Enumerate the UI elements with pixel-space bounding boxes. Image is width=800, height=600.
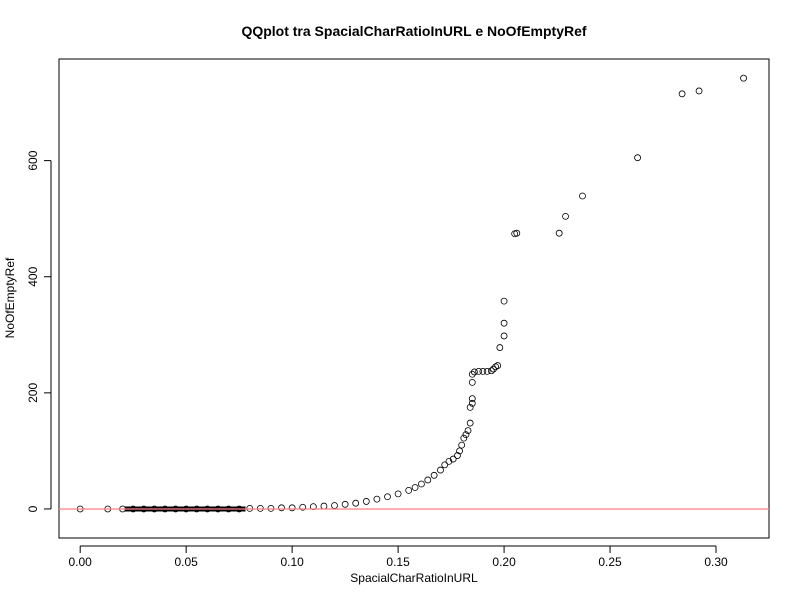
data-point xyxy=(468,378,476,386)
data-point xyxy=(418,480,425,488)
data-point xyxy=(278,504,285,512)
data-point xyxy=(513,229,521,237)
data-point xyxy=(555,229,563,237)
chart-title: QQplot tra SpacialCharRatioInURL e NoOfE… xyxy=(241,23,586,39)
x-tick-label: 0.10 xyxy=(280,555,304,569)
data-point xyxy=(487,367,495,375)
data-point xyxy=(373,495,381,503)
data-point xyxy=(362,498,370,505)
data-point xyxy=(494,362,502,369)
data-point xyxy=(468,395,476,403)
data-point xyxy=(740,74,747,82)
plot-frame xyxy=(58,58,770,539)
data-point xyxy=(299,503,307,511)
x-tick-label: 0.30 xyxy=(704,555,728,569)
data-point xyxy=(695,87,703,95)
data-point xyxy=(411,484,419,491)
data-point xyxy=(460,434,468,442)
data-point xyxy=(468,370,476,378)
data-point xyxy=(394,490,402,498)
data-point xyxy=(454,452,461,459)
x-tick-label: 0.20 xyxy=(492,555,516,569)
data-point xyxy=(441,461,449,469)
x-axis: 0.00 0.05 0.10 0.15 0.20 0.25 0.30 xyxy=(69,545,728,569)
data-point xyxy=(462,431,470,439)
data-point xyxy=(500,332,508,340)
data-point xyxy=(331,502,338,509)
y-tick-label: 200 xyxy=(26,383,40,403)
data-point xyxy=(483,367,491,375)
y-tick-label: 400 xyxy=(26,266,40,286)
data-point xyxy=(445,457,453,465)
data-point xyxy=(562,212,569,220)
data-point xyxy=(424,476,432,484)
data-points xyxy=(76,74,747,513)
data-point xyxy=(341,500,349,508)
y-axis: 0 200 400 600 xyxy=(26,150,52,512)
data-point xyxy=(479,367,487,375)
data-point xyxy=(475,367,483,375)
data-point xyxy=(449,455,457,463)
x-tick-label: 0.00 xyxy=(69,555,93,569)
data-point xyxy=(466,403,474,411)
data-point xyxy=(309,503,317,511)
data-point xyxy=(458,441,466,449)
x-tick-label: 0.15 xyxy=(386,555,410,569)
data-point xyxy=(288,504,296,512)
data-point xyxy=(500,297,508,305)
data-point xyxy=(320,502,328,510)
data-point xyxy=(678,90,686,98)
data-point xyxy=(634,154,641,162)
data-point xyxy=(464,427,472,434)
data-point xyxy=(500,319,508,327)
data-point xyxy=(384,493,391,501)
y-axis-label: NoOfEmptyRef xyxy=(3,257,17,338)
data-point xyxy=(466,419,474,427)
data-point xyxy=(352,499,360,507)
x-tick-label: 0.25 xyxy=(598,555,622,569)
y-tick-label: 600 xyxy=(26,150,40,170)
data-point xyxy=(437,466,444,474)
data-point xyxy=(471,368,478,376)
data-point xyxy=(490,365,497,373)
data-point xyxy=(579,192,586,200)
data-point xyxy=(430,471,438,479)
data-point xyxy=(496,344,504,351)
x-tick-label: 0.05 xyxy=(174,555,198,569)
data-point xyxy=(468,399,476,407)
x-axis-label: SpacialCharRatioInURL xyxy=(350,571,478,585)
data-point xyxy=(405,486,413,494)
y-tick-label: 0 xyxy=(26,505,40,512)
data-point xyxy=(456,447,463,455)
